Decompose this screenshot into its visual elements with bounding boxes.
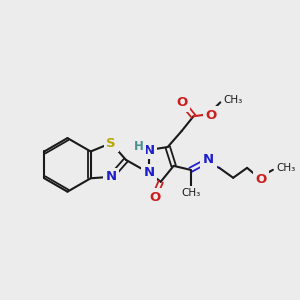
Text: N: N [143, 166, 155, 179]
Text: N: N [203, 153, 214, 167]
Text: N: N [143, 143, 155, 157]
Text: CH₃: CH₃ [277, 163, 296, 173]
Text: O: O [149, 191, 160, 204]
Text: CH₃: CH₃ [223, 95, 242, 105]
Text: O: O [176, 96, 187, 109]
Text: O: O [206, 109, 217, 122]
Text: H: H [134, 140, 144, 152]
Text: N: N [106, 170, 117, 183]
Text: O: O [255, 173, 267, 186]
Text: S: S [106, 136, 116, 150]
Text: CH₃: CH₃ [181, 188, 200, 198]
